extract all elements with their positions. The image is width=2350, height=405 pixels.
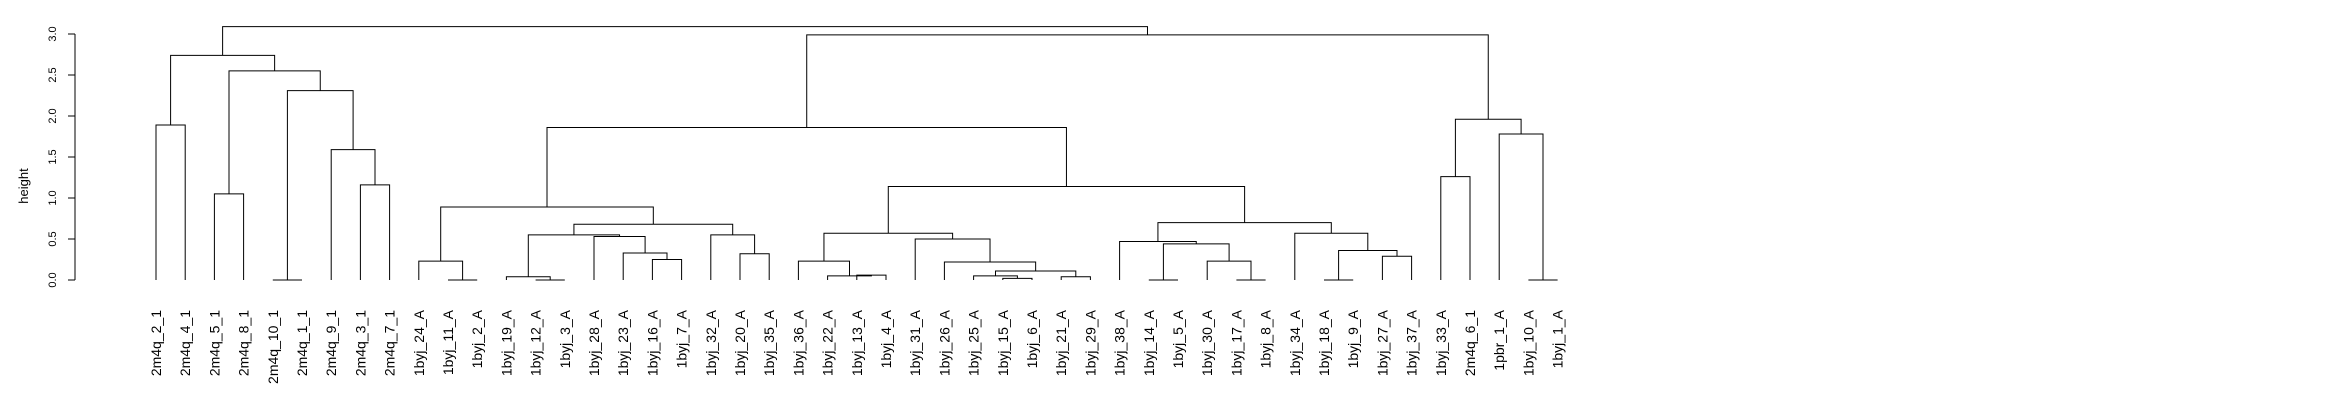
leaf-label: 1pbr_1_A xyxy=(1491,309,1507,370)
dendrogram-link xyxy=(887,186,1246,234)
dendrogram-link xyxy=(1440,176,1471,280)
dendrogram-link xyxy=(573,223,734,235)
leaf-label: 1byj_31_A xyxy=(907,309,923,376)
leaf-label: 1byj_11_A xyxy=(440,309,456,375)
leaf-label: 2m4q_4_1 xyxy=(177,310,193,376)
y-tick-label: 0.5 xyxy=(47,231,59,246)
leaf-label: 1byj_16_A xyxy=(644,309,660,376)
leaf-label: 1byj_8_A xyxy=(1258,309,1274,368)
leaf-label: 1byj_13_A xyxy=(849,309,865,376)
dendrogram-link xyxy=(286,90,354,280)
leaf-label: 1byj_21_A xyxy=(1053,309,1069,376)
dendrogram-link xyxy=(1381,255,1413,280)
leaf-label: 2m4q_5_1 xyxy=(206,310,222,376)
leaf-label: 2m4q_3_1 xyxy=(352,310,368,376)
leaf-label: 1byj_32_A xyxy=(703,309,719,376)
dendrogram-link xyxy=(170,54,276,126)
leaf-label: 1byj_19_A xyxy=(498,309,514,376)
leaf-labels: 2m4q_2_1 2m4q_4_1 2m4q_5_1 2m4q_8_1 2m4q_10_… xyxy=(148,309,1566,384)
dendrogram-link xyxy=(622,252,668,280)
leaf-label: 2m4q_10_1 xyxy=(265,310,281,384)
leaf-label: 2m4q_7_1 xyxy=(382,310,398,376)
dendrogram-link xyxy=(1119,240,1197,280)
dendrogram-link xyxy=(418,260,464,280)
leaf-label: 1byj_35_A xyxy=(761,309,777,376)
leaf-label: 1byj_34_A xyxy=(1287,309,1303,376)
leaf-label: 1byj_24_A xyxy=(411,309,427,376)
dendrogram-link xyxy=(1498,133,1544,280)
dendrogram-link xyxy=(593,236,646,280)
dendrogram-link xyxy=(527,234,621,277)
y-axis-label: height xyxy=(16,168,31,204)
y-axis: 0.0 0.5 1.0 1.5 2.0 2.5 3.0 xyxy=(47,26,76,288)
leaf-label: 1byj_18_A xyxy=(1316,309,1332,376)
leaf-label: 1byj_23_A xyxy=(615,309,631,376)
leaf-label: 1byj_15_A xyxy=(995,309,1011,376)
dendrogram-link xyxy=(797,260,850,280)
y-tick-label: 3.0 xyxy=(47,26,59,41)
leaf-label: 1byj_22_A xyxy=(820,309,836,376)
dendrogram-link xyxy=(1454,118,1522,177)
leaf-label: 1byj_4_A xyxy=(878,309,894,368)
leaf-label: 1byj_38_A xyxy=(1112,309,1128,376)
dendrogram-link xyxy=(823,232,954,262)
dendrogram-link xyxy=(1002,277,1033,280)
leaf-label: 1byj_5_A xyxy=(1170,309,1186,368)
dendrogram-link xyxy=(739,253,770,280)
leaf-label: 1byj_27_A xyxy=(1374,309,1390,376)
dendrogram-link xyxy=(1294,232,1369,280)
dendrogram-link xyxy=(440,206,654,262)
leaf-label: 1byj_17_A xyxy=(1228,309,1244,376)
y-tick-label: 2.0 xyxy=(47,108,59,123)
dendrogram-link xyxy=(1060,276,1091,280)
dendrogram-tree xyxy=(155,26,1558,281)
leaf-label: 1byj_6_A xyxy=(1024,309,1040,368)
leaf-label: 1byj_1_A xyxy=(1550,309,1566,368)
leaf-label: 1byj_3_A xyxy=(557,309,573,368)
dendrogram-link xyxy=(1162,243,1230,280)
dendrogram-link xyxy=(651,259,683,280)
dendrogram-link xyxy=(806,34,1489,128)
dendrogram-link xyxy=(213,193,245,280)
dendrogram-link xyxy=(222,26,1148,56)
dendrogram-link xyxy=(546,126,1067,208)
leaf-label: 2m4q_1_1 xyxy=(294,310,310,376)
leaf-label: 1byj_30_A xyxy=(1199,309,1215,376)
dendrogram-link xyxy=(228,70,321,194)
dendrogram-link xyxy=(359,184,391,280)
dendrogram-link xyxy=(1157,222,1332,242)
leaf-label: 1byj_14_A xyxy=(1141,309,1157,376)
y-tick-label: 2.5 xyxy=(47,67,59,82)
leaf-label: 1byj_25_A xyxy=(966,309,982,376)
dendrogram-link xyxy=(914,238,991,280)
y-tick-label: 0.0 xyxy=(47,272,59,287)
leaf-label: 1byj_20_A xyxy=(732,309,748,376)
leaf-label: 2m4q_2_1 xyxy=(148,310,164,376)
dendrogram-link xyxy=(1338,249,1398,280)
y-tick-label: 1.5 xyxy=(47,149,59,164)
leaf-label: 1byj_29_A xyxy=(1082,309,1098,376)
dendrogram-link xyxy=(330,149,376,280)
dendrogram-link xyxy=(1206,260,1252,280)
dendrogram-link xyxy=(155,124,186,280)
leaf-label: 1byj_26_A xyxy=(936,309,952,376)
leaf-label: 1byj_10_A xyxy=(1520,309,1536,376)
leaf-label: 1byj_28_A xyxy=(586,309,602,376)
y-tick-label: 1.0 xyxy=(47,190,59,205)
leaf-label: 1byj_2_A xyxy=(469,309,485,368)
dendrogram-link xyxy=(710,234,756,280)
leaf-label: 2m4q_6_1 xyxy=(1462,310,1478,376)
leaf-label: 1byj_12_A xyxy=(528,309,544,376)
leaf-label: 2m4q_8_1 xyxy=(236,310,252,376)
leaf-label: 1byj_37_A xyxy=(1404,309,1420,376)
leaf-label: 1byj_36_A xyxy=(790,309,806,376)
leaf-label: 1byj_9_A xyxy=(1345,309,1361,368)
leaf-label: 2m4q_9_1 xyxy=(323,310,339,376)
leaf-label: 1byj_33_A xyxy=(1433,309,1449,376)
leaf-label: 1byj_7_A xyxy=(674,309,690,368)
